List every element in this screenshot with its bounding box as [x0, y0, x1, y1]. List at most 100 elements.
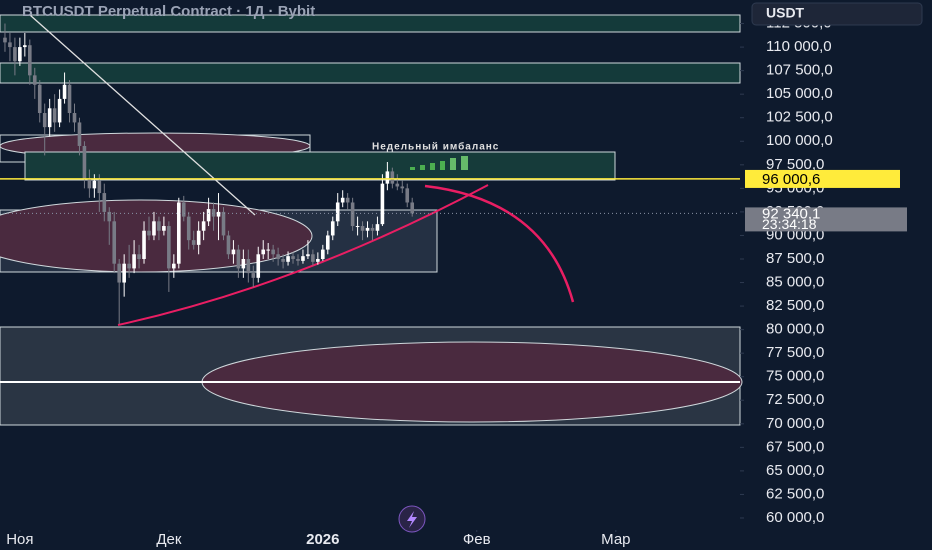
- candle-body: [186, 216, 191, 241]
- candle-body: [162, 226, 166, 231]
- candle-body: [385, 171, 390, 184]
- candle-body: [57, 98, 62, 123]
- x-tick-label: Мар: [601, 531, 630, 548]
- price-box: [745, 207, 907, 232]
- currency-label[interactable]: USDT: [766, 5, 805, 21]
- candle-body: [181, 202, 186, 217]
- candle-body: [281, 258, 285, 262]
- candle-body: [92, 180, 97, 189]
- candle-body: [47, 108, 52, 128]
- candle-body: [27, 45, 32, 76]
- x-tick-label: Дек: [156, 531, 182, 548]
- candle-body: [271, 249, 275, 255]
- candle-body: [211, 209, 216, 217]
- candle-body: [311, 254, 315, 262]
- icon: [440, 161, 445, 170]
- candle-body: [8, 42, 12, 48]
- y-tick-label: 85 000,0: [766, 274, 824, 291]
- candle-body: [32, 75, 37, 85]
- candle-body: [370, 227, 375, 231]
- y-tick-label: 60 000,0: [766, 509, 824, 526]
- x-tick-label: Ноя: [6, 531, 33, 548]
- candle-body: [196, 230, 201, 245]
- y-tick-label: 67 500,0: [766, 438, 824, 455]
- candle-body: [345, 197, 350, 203]
- candle-body: [157, 221, 161, 231]
- candle-body: [301, 256, 305, 261]
- candle-body: [340, 197, 345, 203]
- candle-body: [365, 227, 370, 231]
- candle-body: [206, 209, 211, 222]
- y-tick-label: 62 500,0: [766, 485, 824, 502]
- candle-body: [410, 202, 415, 214]
- candle-body: [137, 254, 141, 259]
- candle-body: [316, 258, 320, 262]
- candle-body: [360, 226, 365, 231]
- candle-body: [395, 183, 400, 187]
- y-tick-label: 110 000,0: [766, 38, 832, 55]
- candle-body: [122, 263, 126, 283]
- candle-body: [286, 256, 290, 262]
- trend-curve: [117, 184, 489, 326]
- candle-body: [276, 254, 280, 259]
- y-tick-label: 87 500,0: [766, 250, 824, 267]
- y-tick-label: 72 500,0: [766, 391, 824, 408]
- y-tick-label: 82 500,0: [766, 297, 824, 314]
- currency-button[interactable]: [751, 2, 923, 26]
- y-tick-label: 65 000,0: [766, 462, 824, 479]
- drawings: [0, 14, 743, 533]
- y-tick-label: 105 000,0: [766, 85, 833, 102]
- candle-body: [241, 258, 246, 269]
- candle-body: [330, 221, 335, 236]
- candle-body: [42, 113, 47, 128]
- icon: [430, 163, 435, 170]
- candle-body: [176, 202, 181, 264]
- candle-body: [37, 84, 42, 114]
- candle-body: [172, 263, 176, 269]
- candle-body: [52, 108, 57, 123]
- candle-body: [335, 202, 340, 222]
- x-tick-label: Фев: [463, 531, 491, 548]
- candle-body: [167, 226, 171, 269]
- y-tick-label: 77 500,0: [766, 344, 824, 361]
- candle-body: [87, 178, 92, 189]
- zone: [0, 62, 741, 84]
- icon: [461, 156, 468, 170]
- y-tick-label: 80 000,0: [766, 321, 824, 338]
- y-tick-label: 70 000,0: [766, 415, 824, 432]
- candle-body: [152, 221, 156, 236]
- candle-body: [82, 145, 87, 179]
- icon: [410, 167, 415, 170]
- candle-body: [13, 47, 17, 62]
- candle-body: [296, 258, 300, 261]
- candle-body: [221, 211, 226, 236]
- candle-body: [191, 240, 196, 245]
- price-box: [745, 169, 900, 188]
- candle-body: [306, 254, 310, 257]
- candle-body: [350, 202, 355, 227]
- candle-body: [261, 249, 266, 255]
- candle-body: [72, 113, 77, 123]
- icon: [407, 511, 417, 528]
- axes: 60 000,0 62 500,0 65 000,0 67 500,0 70 000,0…: [0, 15, 907, 548]
- y-tick-label: 75 000,0: [766, 368, 824, 385]
- candle-body: [325, 235, 330, 250]
- candle-body: [236, 249, 241, 269]
- candle-body: [18, 47, 22, 62]
- candle-body: [231, 249, 236, 255]
- candle-body: [291, 256, 295, 259]
- price-label: 92 340,1: [762, 205, 820, 222]
- price-label: 96 000,6: [762, 171, 820, 188]
- x-tick-label: 2026: [306, 531, 339, 548]
- icon: [420, 165, 425, 170]
- candle-body: [266, 249, 270, 251]
- candles: [3, 23, 415, 324]
- candle-body: [117, 263, 121, 283]
- projection-curve: [424, 184, 575, 303]
- candle-body: [147, 230, 151, 236]
- candle-body: [62, 84, 67, 99]
- y-tick-label: 107 500,0: [766, 62, 833, 79]
- candle-body: [23, 45, 27, 48]
- candle-body: [67, 84, 72, 114]
